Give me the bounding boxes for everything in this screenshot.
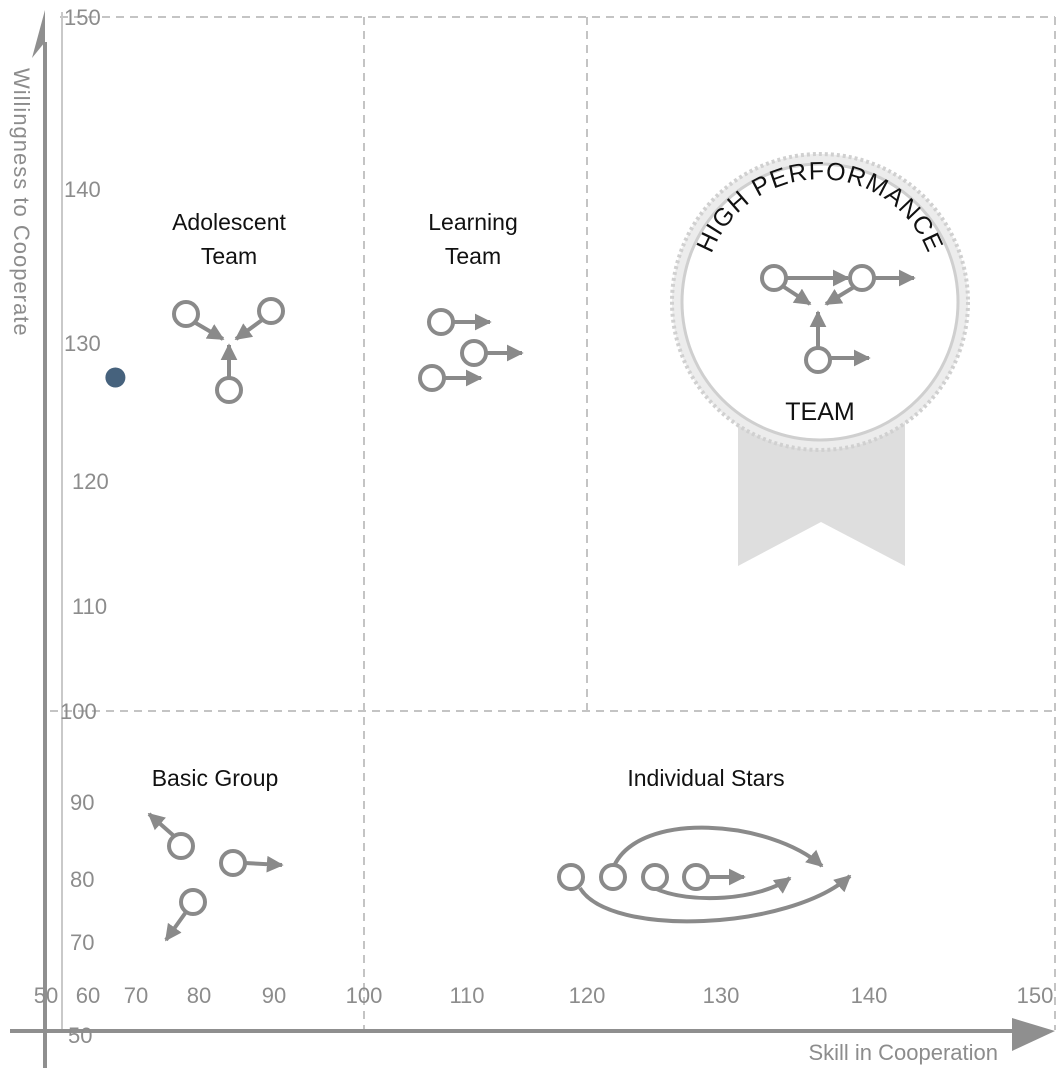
y-tick-label: 120	[72, 469, 109, 494]
region-label-basic-group: Basic Group	[152, 765, 279, 791]
x-tick-label: 130	[703, 983, 740, 1008]
region-label-learning-line1: Learning	[428, 209, 518, 235]
x-tick-label: 120	[569, 983, 606, 1008]
x-tick-label: 50	[34, 983, 58, 1008]
y-tick-label: 70	[70, 930, 94, 955]
individual-stars-icon	[557, 825, 852, 924]
y-axis-arrow	[32, 10, 45, 58]
x-tick-label: 100	[346, 983, 383, 1008]
adolescent-team-icon	[172, 297, 285, 404]
y-tick-label: 100	[60, 699, 97, 724]
x-axis-title: Skill in Cooperation	[808, 1040, 998, 1065]
x-tick-label: 60	[76, 983, 100, 1008]
x-tick-label: 140	[851, 983, 888, 1008]
region-labels: Adolescent Team Learning Team Basic Grou…	[152, 209, 785, 791]
high-performance-team-icon	[760, 264, 916, 374]
basic-group-icon	[147, 812, 284, 942]
y-tick-label: 140	[64, 177, 101, 202]
x-tick-label: 110	[449, 983, 484, 1008]
region-label-learning-line2: Team	[445, 243, 501, 269]
high-performance-badge: HIGH PERFORMANCE TEAM	[670, 152, 970, 566]
y-tick-label: 110	[72, 594, 107, 619]
y-tick-labels: 150 140 130 120 110 100 90 80 70 50	[60, 5, 109, 1048]
x-tick-label: 70	[124, 983, 148, 1008]
x-axis-arrow	[1012, 1018, 1055, 1051]
x-tick-label: 90	[262, 983, 286, 1008]
x-tick-label: 80	[187, 983, 211, 1008]
badge-bottom-text: TEAM	[785, 398, 854, 426]
data-points	[105, 367, 126, 388]
grid	[50, 16, 1056, 1030]
learning-team-icon	[418, 308, 524, 392]
y-tick-label: 50	[68, 1023, 92, 1048]
x-tick-label: 150	[1017, 983, 1054, 1008]
y-tick-label: 150	[64, 5, 101, 30]
y-axis-title: Willingness to Cooperate	[9, 68, 34, 337]
badge-seal	[680, 162, 960, 442]
region-label-individual-stars: Individual Stars	[627, 765, 784, 791]
region-label-adolescent-line1: Adolescent	[172, 209, 286, 235]
y-tick-label: 130	[64, 331, 101, 356]
y-tick-label: 80	[70, 867, 94, 892]
x-tick-labels: 50 60 70 80 90 100 110 120 130 140 150	[34, 983, 1054, 1008]
axes	[10, 10, 1055, 1068]
data-point	[105, 367, 126, 388]
region-label-adolescent-line2: Team	[201, 243, 257, 269]
y-tick-label: 90	[70, 790, 94, 815]
